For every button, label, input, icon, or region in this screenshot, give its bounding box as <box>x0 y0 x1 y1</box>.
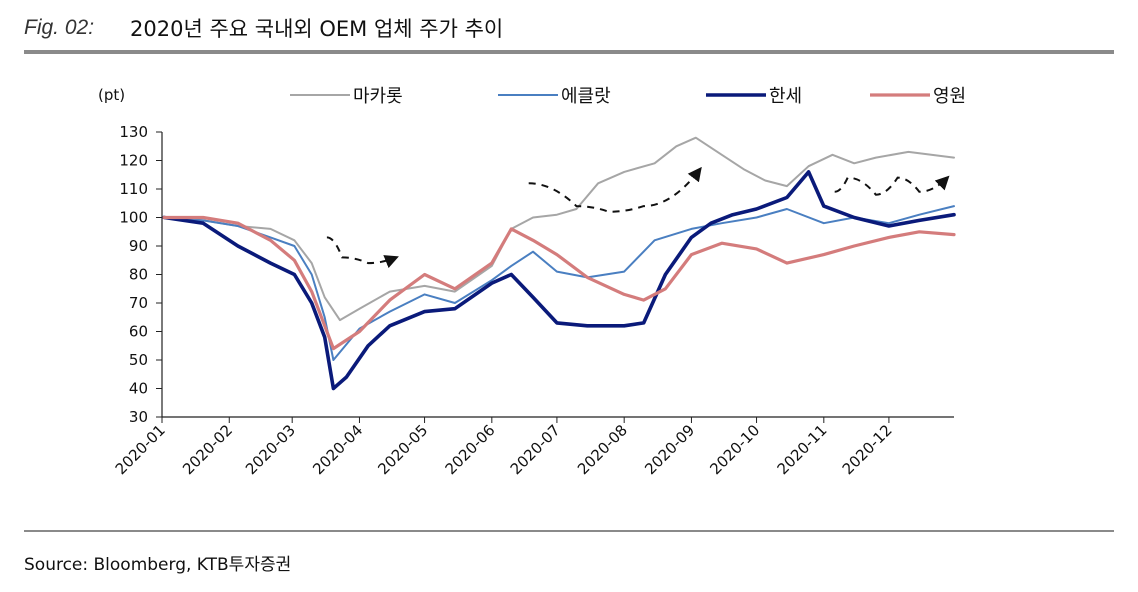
y-tick-label: 130 <box>119 123 148 141</box>
stock-price-chart: (pt) 마카롯 에클랏 한세 영원 30 40 50 60 70 80 90 100 110 120 1… <box>98 86 966 478</box>
header-rule <box>24 50 1114 54</box>
x-tick-label: 2020-04 <box>309 421 366 478</box>
series-line-1 <box>163 136 955 322</box>
chart-title: 2020년 주요 국내외 OEM 업체 주가 추이 <box>130 17 504 41</box>
x-tick-label: 2020-05 <box>374 421 431 478</box>
legend-label-3: 한세 <box>769 86 802 107</box>
legend-label-1: 마카롯 <box>353 86 403 107</box>
x-tick-label: 2020-03 <box>242 421 299 478</box>
trend-arrow-1 <box>326 236 399 269</box>
y-tick-label: 80 <box>129 266 148 284</box>
legend-label-4: 영원 <box>933 86 966 107</box>
trend-arrow-2 <box>528 166 702 213</box>
y-tick-label: 30 <box>129 408 148 426</box>
y-tick-label: 60 <box>129 323 148 341</box>
x-tick-label: 2020-08 <box>574 421 631 478</box>
y-tick-label: 40 <box>129 380 148 398</box>
y-tick-label: 110 <box>119 180 148 198</box>
x-tick-label: 2020-11 <box>774 421 831 478</box>
x-tick-label: 2020-06 <box>442 421 499 478</box>
x-tick-label: 2020-01 <box>112 421 169 478</box>
trend-arrow-3 <box>834 175 950 196</box>
series-layer <box>162 136 956 391</box>
figure-label: Fig. 02: <box>24 16 95 39</box>
footer-rule <box>24 530 1114 532</box>
annotation-layer <box>326 166 950 269</box>
x-tick-label: 2020-02 <box>179 421 236 478</box>
source-note: Source: Bloomberg, KTB투자증권 <box>24 555 292 575</box>
series-line-3 <box>162 170 956 391</box>
legend-label-2: 에클랏 <box>561 86 611 107</box>
x-tick-label: 2020-10 <box>706 421 763 478</box>
series-line-4 <box>162 215 956 351</box>
y-tick-label: 90 <box>129 237 148 255</box>
y-axis-label: (pt) <box>98 86 125 104</box>
x-tick-label: 2020-12 <box>839 421 896 478</box>
figure-header: Fig. 02: 2020년 주요 국내외 OEM 업체 주가 추이 <box>24 10 503 46</box>
y-axis: 30 40 50 60 70 80 90 100 110 120 130 <box>119 123 163 426</box>
y-tick-label: 120 <box>119 152 148 170</box>
series-line-2 <box>163 205 955 361</box>
x-tick-label: 2020-09 <box>641 421 698 478</box>
x-tick-label: 2020-07 <box>507 421 564 478</box>
legend: 마카롯 에클랏 한세 영원 <box>290 86 966 107</box>
y-tick-label: 50 <box>129 351 148 369</box>
y-tick-label: 70 <box>129 294 148 312</box>
x-axis: 2020-01 2020-02 2020-03 2020-04 2020-05 2020-… <box>112 416 954 478</box>
y-tick-label: 100 <box>119 209 148 227</box>
